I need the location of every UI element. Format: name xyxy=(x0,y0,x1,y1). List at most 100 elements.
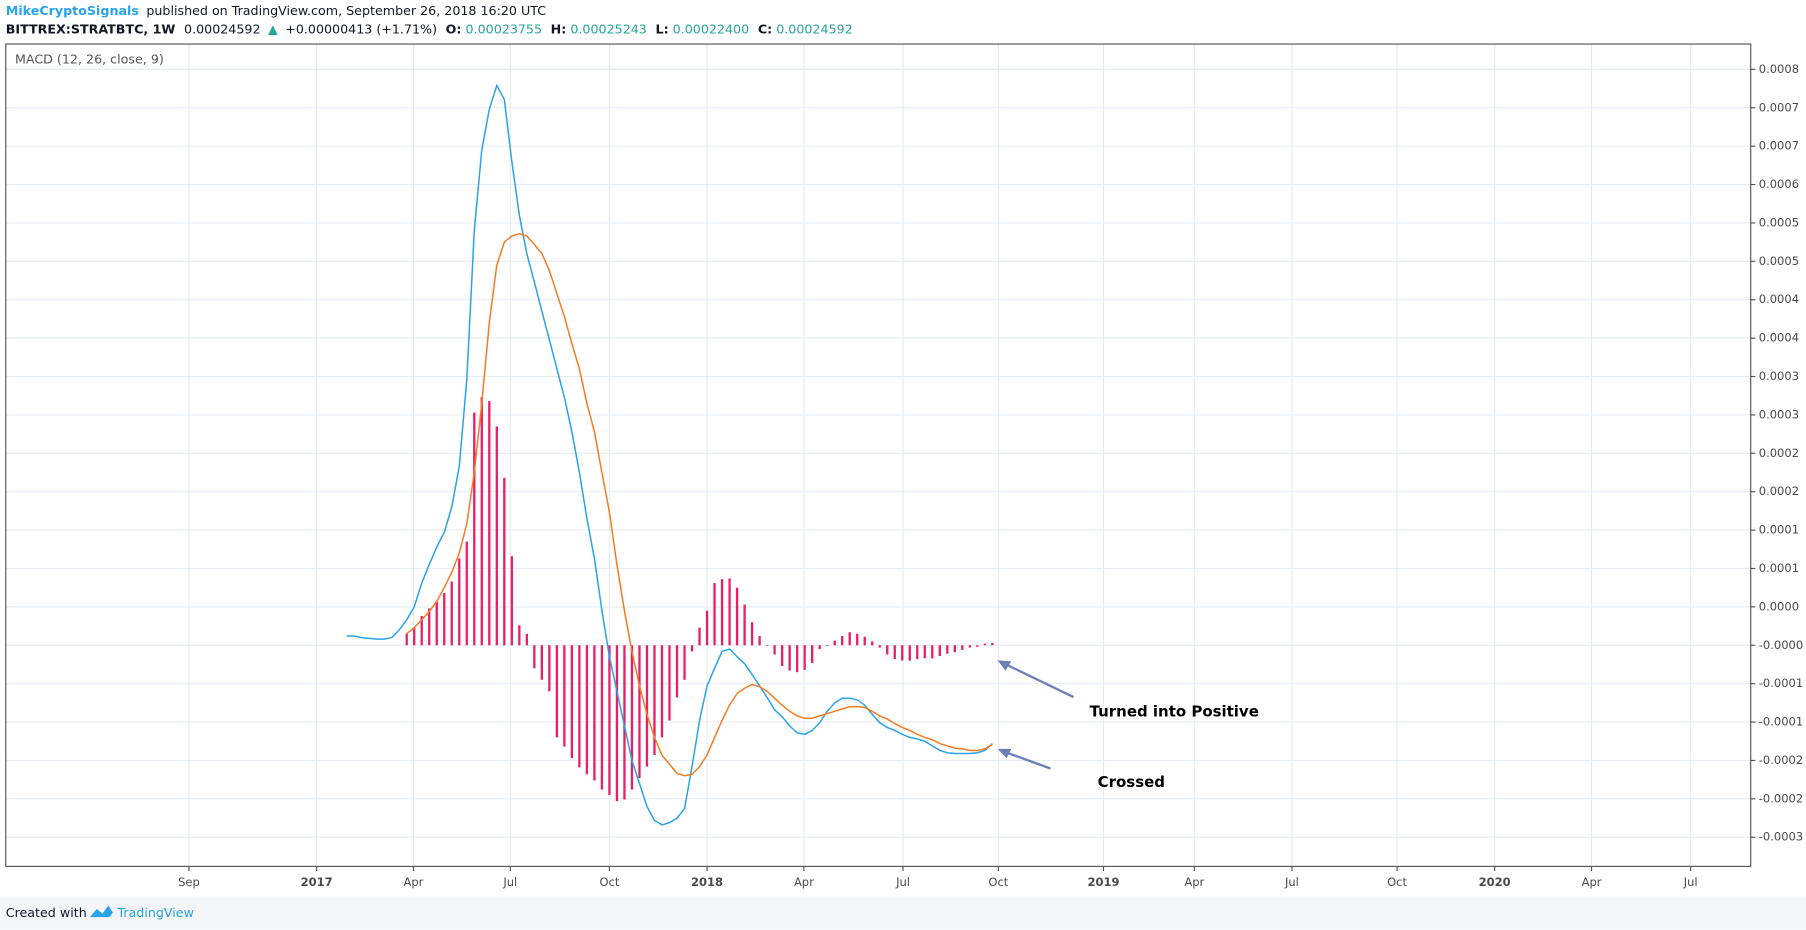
low: 0.00022400 xyxy=(673,22,749,37)
histogram-bar xyxy=(480,397,483,646)
histogram-bar xyxy=(893,645,896,660)
high: 0.00025243 xyxy=(570,22,647,37)
histogram-bar xyxy=(675,645,679,698)
histogram-bar xyxy=(983,643,987,646)
histogram-bar xyxy=(901,645,904,661)
y-tick-label: -0.0002 xyxy=(1759,791,1803,805)
histogram-bar xyxy=(698,627,701,646)
x-tick-label: Apr xyxy=(794,875,814,889)
histogram-bar xyxy=(533,645,536,669)
histogram-bar xyxy=(435,601,438,646)
histogram-bar xyxy=(728,578,731,646)
histogram-bar xyxy=(450,581,453,646)
histogram-bar xyxy=(938,645,941,657)
histogram-bar xyxy=(645,645,649,767)
x-tick-label: Apr xyxy=(1184,875,1204,889)
header-line-2: BITTREX:STRATBTC, 1W 0.00024592 ▲ +0.000… xyxy=(6,22,853,37)
histogram-bar xyxy=(871,641,874,646)
histogram-bar xyxy=(773,645,776,655)
histogram-bar xyxy=(405,633,408,646)
y-tick-label: 0.0000 xyxy=(1759,599,1799,613)
histogram-bar xyxy=(420,616,423,646)
histogram-bar xyxy=(803,645,806,670)
y-tick-label: -0.0002 xyxy=(1759,753,1803,767)
low-label: L: xyxy=(656,22,669,37)
histogram-bar xyxy=(473,412,476,646)
histogram-bar xyxy=(608,645,611,795)
marks xyxy=(346,83,994,826)
histogram-bar xyxy=(795,645,799,673)
histogram-bar xyxy=(563,645,566,747)
histogram-bar xyxy=(961,645,964,650)
author[interactable]: MikeCryptoSignals xyxy=(6,3,139,18)
histogram-bar xyxy=(653,645,656,756)
x-tick-label: 2017 xyxy=(301,875,333,889)
published: published on TradingView.com, September … xyxy=(146,3,546,18)
histogram-bar xyxy=(878,645,881,648)
y-tick-label: 0.0006 xyxy=(1759,177,1799,191)
last-price: 0.00024592 xyxy=(184,22,261,37)
footer-created: Created with xyxy=(6,905,87,920)
histogram-bar xyxy=(826,645,829,646)
histogram-bar xyxy=(630,645,634,790)
y-tick-label: -0.0001 xyxy=(1759,676,1803,690)
histogram-bar xyxy=(690,645,694,652)
x-tick-label: Oct xyxy=(988,875,1008,889)
histogram-bar xyxy=(720,579,724,646)
histogram-bar xyxy=(923,645,926,659)
open-label: O: xyxy=(446,22,462,37)
y-tick-label: 0.0004 xyxy=(1759,292,1799,306)
footer-band xyxy=(0,896,1806,930)
histogram-bar xyxy=(600,645,604,790)
x-tick-label: Apr xyxy=(404,875,424,889)
change: +0.00000413 (+1.71%) xyxy=(285,22,437,37)
histogram-bar xyxy=(953,645,956,653)
x-tick-label: Jul xyxy=(895,875,910,889)
histogram-bar xyxy=(525,633,528,646)
high-label: H: xyxy=(551,22,567,37)
histogram-bar xyxy=(841,636,844,646)
histogram-bar xyxy=(638,645,641,779)
y-tick-label: 0.0007 xyxy=(1759,100,1799,114)
close-label: C: xyxy=(758,22,772,37)
histogram-bar xyxy=(968,645,971,648)
indicator-title: MACD (12, 26, close, 9) xyxy=(15,52,164,67)
histogram-bar xyxy=(668,645,671,721)
histogram-bar xyxy=(518,625,521,646)
y-tick-label: 0.0005 xyxy=(1759,254,1799,268)
arrow xyxy=(999,660,1074,699)
y-tick-label: 0.0007 xyxy=(1759,139,1799,153)
histogram-bar xyxy=(578,645,581,768)
histogram-bar xyxy=(856,633,859,646)
footer-brand[interactable]: TradingView xyxy=(116,905,193,920)
histogram-bar xyxy=(946,645,949,654)
histogram-bar xyxy=(833,640,836,646)
histogram-bar xyxy=(863,636,866,646)
grid xyxy=(5,44,1751,867)
arrow-head xyxy=(997,660,1012,671)
line xyxy=(346,83,993,826)
histogram-bar xyxy=(713,583,716,646)
x-tick-label: Oct xyxy=(599,875,619,889)
y-tick-label: 0.0001 xyxy=(1759,523,1799,537)
histogram-bar xyxy=(908,645,911,661)
x-tick-label: Apr xyxy=(1582,875,1602,889)
symbol: BITTREX:STRATBTC, 1W xyxy=(6,22,176,37)
histogram-bar xyxy=(510,556,513,646)
x-tick-label: 2019 xyxy=(1087,875,1119,889)
line xyxy=(406,232,993,777)
histogram-bar xyxy=(458,558,461,646)
histogram-bar xyxy=(585,645,589,775)
histogram-bar xyxy=(818,645,821,650)
y-tick-label: 0.0002 xyxy=(1759,446,1799,460)
histogram-bar xyxy=(495,426,498,646)
histogram-bar xyxy=(931,645,934,659)
histogram-bar xyxy=(788,645,791,671)
histogram-bar xyxy=(570,645,574,759)
histogram-bar xyxy=(765,645,769,646)
histogram-bar xyxy=(848,632,851,646)
x-tick-label: Sep xyxy=(178,875,200,889)
y-tick-label: 0.0008 xyxy=(1759,62,1799,76)
y-tick-label: 0.0004 xyxy=(1759,331,1799,345)
